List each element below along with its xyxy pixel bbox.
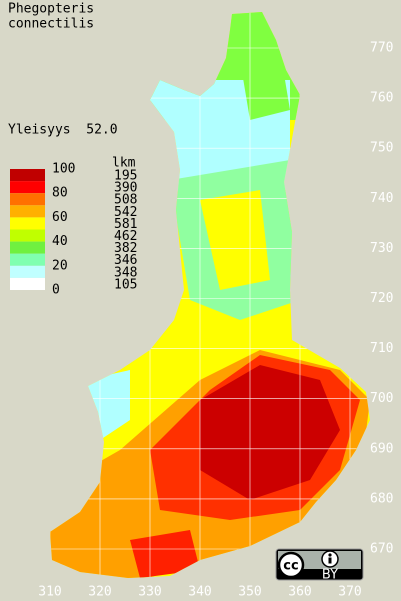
legend-swatch xyxy=(10,229,45,242)
legend-swatch xyxy=(10,265,45,278)
legend-swatch xyxy=(10,181,45,194)
legend-count: 390 xyxy=(114,181,137,196)
license: BY xyxy=(322,568,338,583)
x-label: 330 xyxy=(138,585,161,600)
y-label: 700 xyxy=(370,391,393,406)
title-line: connectilis xyxy=(8,17,94,32)
count-title: lkm xyxy=(112,156,136,171)
y-label: 690 xyxy=(370,441,393,456)
legend-swatch xyxy=(10,205,45,218)
legend-scale-label: 100 xyxy=(52,162,75,177)
legend-count: 542 xyxy=(114,205,137,220)
legend-swatch xyxy=(10,241,45,254)
legend-count: 581 xyxy=(114,217,137,232)
y-label: 760 xyxy=(370,91,393,106)
x-label: 360 xyxy=(288,585,311,600)
legend-swatch xyxy=(10,277,45,290)
svg-text:cc: cc xyxy=(283,559,298,574)
legend-swatch xyxy=(10,253,45,266)
legend-count: 462 xyxy=(114,229,137,244)
x-label: 340 xyxy=(188,585,211,600)
y-label: 680 xyxy=(370,491,393,506)
legend-count: 195 xyxy=(114,169,137,184)
legend-scale-label: 0 xyxy=(52,283,60,298)
legend-swatch xyxy=(10,193,45,206)
legend: 100 80 60 40 20 0 1953905085425814623823463481… xyxy=(10,162,137,298)
legend-count: 382 xyxy=(114,241,137,256)
y-label: 750 xyxy=(370,141,393,156)
y-label: 670 xyxy=(370,542,393,557)
legend-swatch xyxy=(10,217,45,230)
x-label: 370 xyxy=(338,585,361,600)
legend-count: 348 xyxy=(114,265,137,280)
legend-count: 346 xyxy=(114,253,137,268)
x-label: 310 xyxy=(38,585,61,600)
y-label: 710 xyxy=(370,341,393,356)
title-line: Phegopteris xyxy=(8,2,94,17)
license-badge: cc BY xyxy=(275,548,364,583)
y-label: 740 xyxy=(370,191,393,206)
x-label: 320 xyxy=(88,585,111,600)
y-label: 720 xyxy=(370,291,393,306)
legend-count: 105 xyxy=(114,277,137,292)
legend-scale-label: 80 xyxy=(52,186,68,201)
y-label: 730 xyxy=(370,241,393,256)
legend-count: 508 xyxy=(114,193,137,208)
legend-scale-label: 60 xyxy=(52,210,68,225)
y-label: 770 xyxy=(370,41,393,56)
axis-labels: 310 320 330 340 350 360 370 770 760 750 740 730 720 7… xyxy=(38,41,393,600)
frequency: Yleisyys 52.0 xyxy=(8,123,118,138)
legend-scale-label: 40 xyxy=(52,234,68,249)
legend-swatch xyxy=(10,169,45,182)
x-label: 350 xyxy=(238,585,261,600)
legend-scale-label: 20 xyxy=(52,258,68,273)
